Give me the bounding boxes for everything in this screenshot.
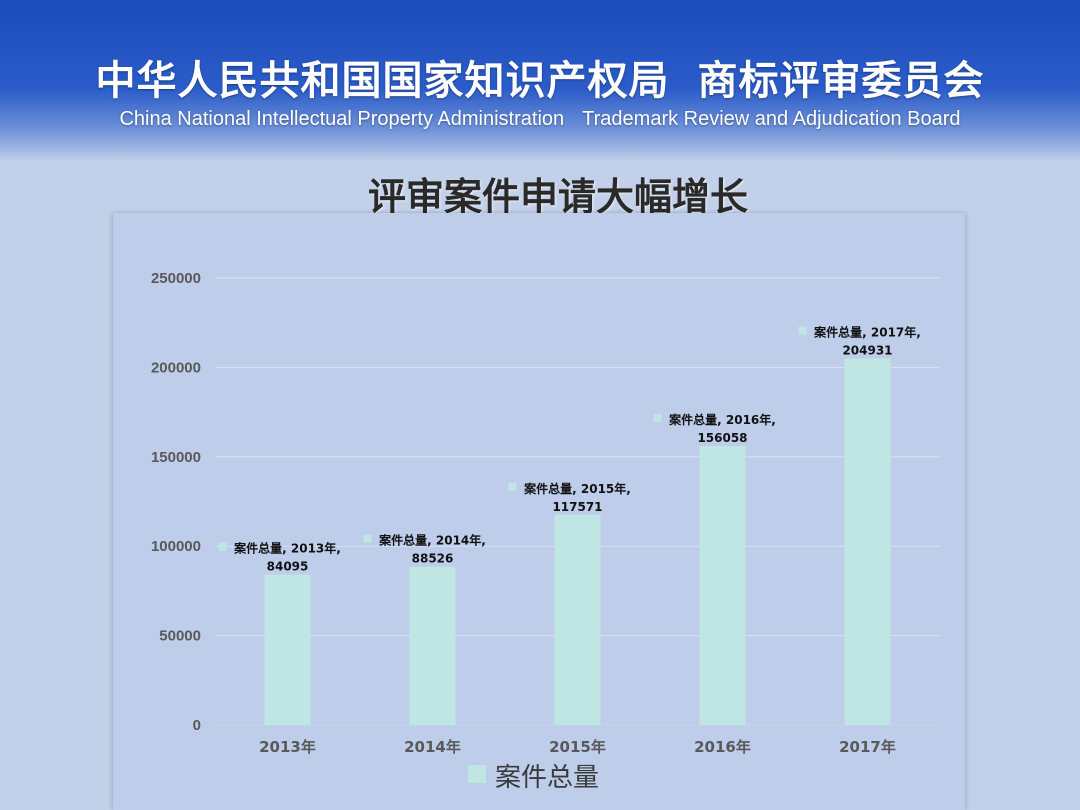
legend-label: 案件总量 <box>495 763 599 793</box>
x-tick-label: 2017年 <box>839 738 896 756</box>
data-label-value: 117571 <box>552 500 602 514</box>
org-name-english: China National Intellectual Property Adm… <box>0 108 1080 131</box>
legend: 案件总量 <box>468 763 599 793</box>
org-name-cn-primary: 中华人民共和国国家知识产权局 <box>95 58 670 104</box>
y-tick-label: 100000 <box>151 538 201 555</box>
data-label-series-category: 案件总量, 2015年, <box>523 481 631 496</box>
data-label-marker <box>508 482 517 491</box>
x-tick-label: 2016年 <box>694 738 751 756</box>
legend-swatch <box>468 765 486 783</box>
chart-panel <box>113 213 965 810</box>
data-label-series-category: 案件总量, 2013年, <box>233 541 341 556</box>
x-tick-label: 2015年 <box>549 738 606 756</box>
bars <box>264 358 891 725</box>
data-labels: 案件总量, 2013年, 84095 案件总量, 2014年, 88526 案件总量, … <box>218 325 921 574</box>
data-label-series-category: 案件总量, 2017年, <box>813 325 921 340</box>
data-label-value: 84095 <box>267 560 309 574</box>
org-name-cn-secondary: 商标评审委员会 <box>697 58 985 104</box>
data-label-marker <box>363 534 372 543</box>
data-label-value: 88526 <box>412 552 454 566</box>
bar <box>554 514 601 725</box>
data-label-marker <box>218 542 227 551</box>
y-tick-label: 250000 <box>151 270 201 287</box>
y-tick-label: 150000 <box>151 449 201 466</box>
bar <box>844 358 891 725</box>
data-label-series-category: 案件总量, 2016年, <box>668 412 776 427</box>
org-name-en-secondary: Trademark Review and Adjudication Board <box>582 108 961 130</box>
org-name-chinese: 中华人民共和国国家知识产权局 商标评审委员会 <box>0 48 1080 106</box>
data-label-marker <box>653 413 662 422</box>
bar <box>699 445 746 725</box>
y-axis: 0 50000 100000 150000 200000 250000 <box>151 270 201 734</box>
data-label-value: 156058 <box>697 431 747 445</box>
x-tick-label: 2013年 <box>259 738 316 756</box>
y-tick-label: 200000 <box>151 359 201 376</box>
x-tick-label: 2014年 <box>404 738 461 756</box>
y-tick-label: 0 <box>193 717 201 734</box>
header-banner: 中华人民共和国国家知识产权局 商标评审委员会 China National Int… <box>0 0 1080 162</box>
bar <box>264 574 311 725</box>
bar <box>409 566 456 725</box>
org-name-en-primary: China National Intellectual Property Adm… <box>119 108 565 130</box>
page-title: 评审案件申请大幅增长 <box>367 175 748 219</box>
data-label-value: 204931 <box>842 344 892 358</box>
data-label-marker <box>798 326 807 335</box>
y-tick-label: 50000 <box>159 628 201 645</box>
gridlines <box>215 277 940 726</box>
data-label-series-category: 案件总量, 2014年, <box>378 533 486 548</box>
x-axis: 2013年 2014年 2015年 2016年 2017年 <box>259 738 896 756</box>
